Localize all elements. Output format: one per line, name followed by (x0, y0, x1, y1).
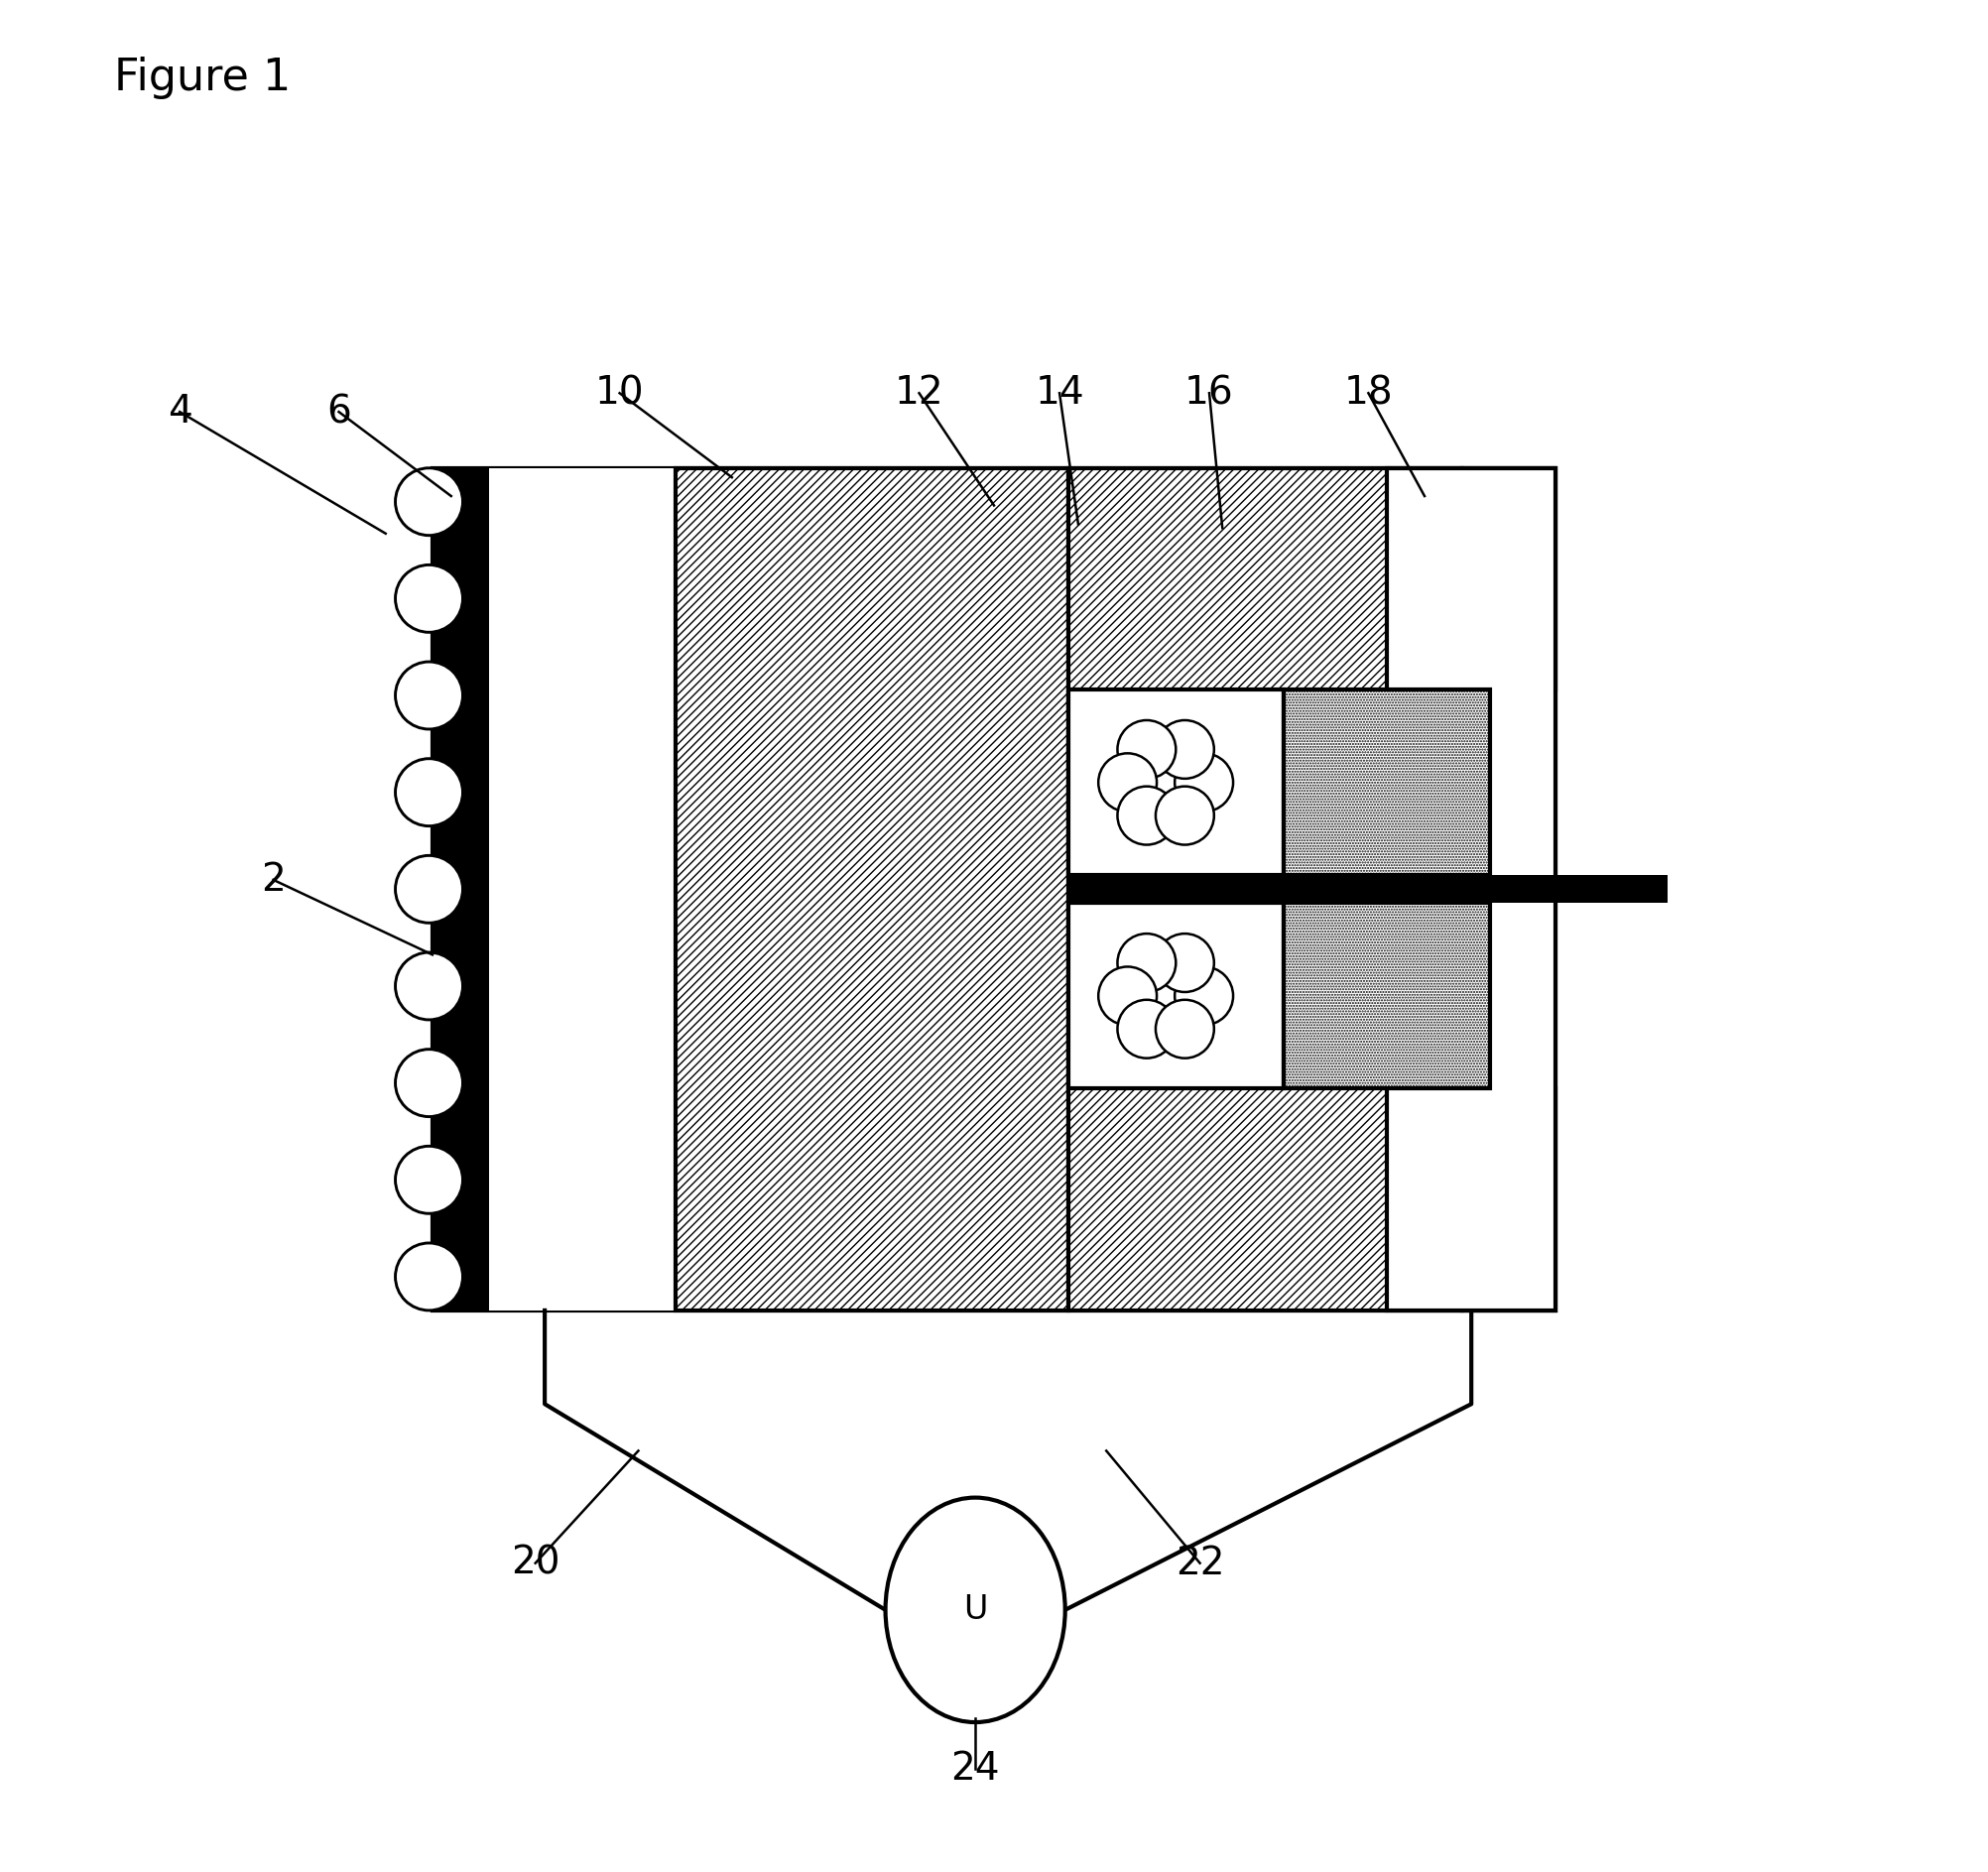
Bar (1461, 468, 1555, 689)
Text: 20: 20 (511, 1544, 561, 1582)
Circle shape (396, 856, 463, 923)
Text: Figure 1: Figure 1 (113, 56, 290, 99)
Bar (1461, 1088, 1555, 1310)
Text: 24: 24 (950, 1750, 1000, 1788)
Text: 16: 16 (1185, 374, 1235, 412)
Text: 4: 4 (167, 393, 193, 431)
Circle shape (1117, 786, 1175, 844)
Text: 14: 14 (1036, 374, 1083, 412)
Circle shape (1155, 934, 1215, 992)
Bar (1388, 689, 1461, 1088)
Bar (489, 468, 676, 1310)
Circle shape (396, 1146, 463, 1213)
Bar (1284, 902, 1491, 1088)
Text: 22: 22 (1175, 1544, 1225, 1582)
Circle shape (396, 661, 463, 728)
Circle shape (396, 1048, 463, 1116)
Text: U: U (964, 1593, 988, 1627)
Circle shape (1117, 721, 1175, 779)
Circle shape (1097, 753, 1157, 812)
Bar (1070, 874, 1668, 902)
Circle shape (1175, 966, 1233, 1026)
Circle shape (1117, 934, 1175, 992)
Circle shape (396, 1243, 463, 1310)
Circle shape (1155, 1000, 1215, 1058)
Circle shape (396, 758, 463, 826)
Bar (676, 468, 1070, 1310)
Bar (1070, 902, 1284, 1088)
Text: 10: 10 (594, 374, 644, 412)
Circle shape (396, 565, 463, 633)
Bar (1284, 689, 1491, 876)
Bar (433, 468, 489, 1310)
Circle shape (1155, 786, 1215, 844)
Bar (1070, 468, 1461, 1310)
Bar (433, 468, 1555, 1310)
Circle shape (396, 953, 463, 1020)
Bar (1388, 468, 1555, 1310)
Text: 18: 18 (1344, 374, 1394, 412)
Circle shape (1117, 1000, 1175, 1058)
Text: 2: 2 (260, 861, 286, 899)
Circle shape (396, 468, 463, 535)
Bar (1070, 689, 1284, 876)
Text: 12: 12 (895, 374, 944, 412)
Text: 6: 6 (326, 393, 352, 431)
Ellipse shape (885, 1498, 1066, 1722)
Circle shape (1175, 753, 1233, 812)
Circle shape (1155, 721, 1215, 779)
Circle shape (1097, 966, 1157, 1026)
